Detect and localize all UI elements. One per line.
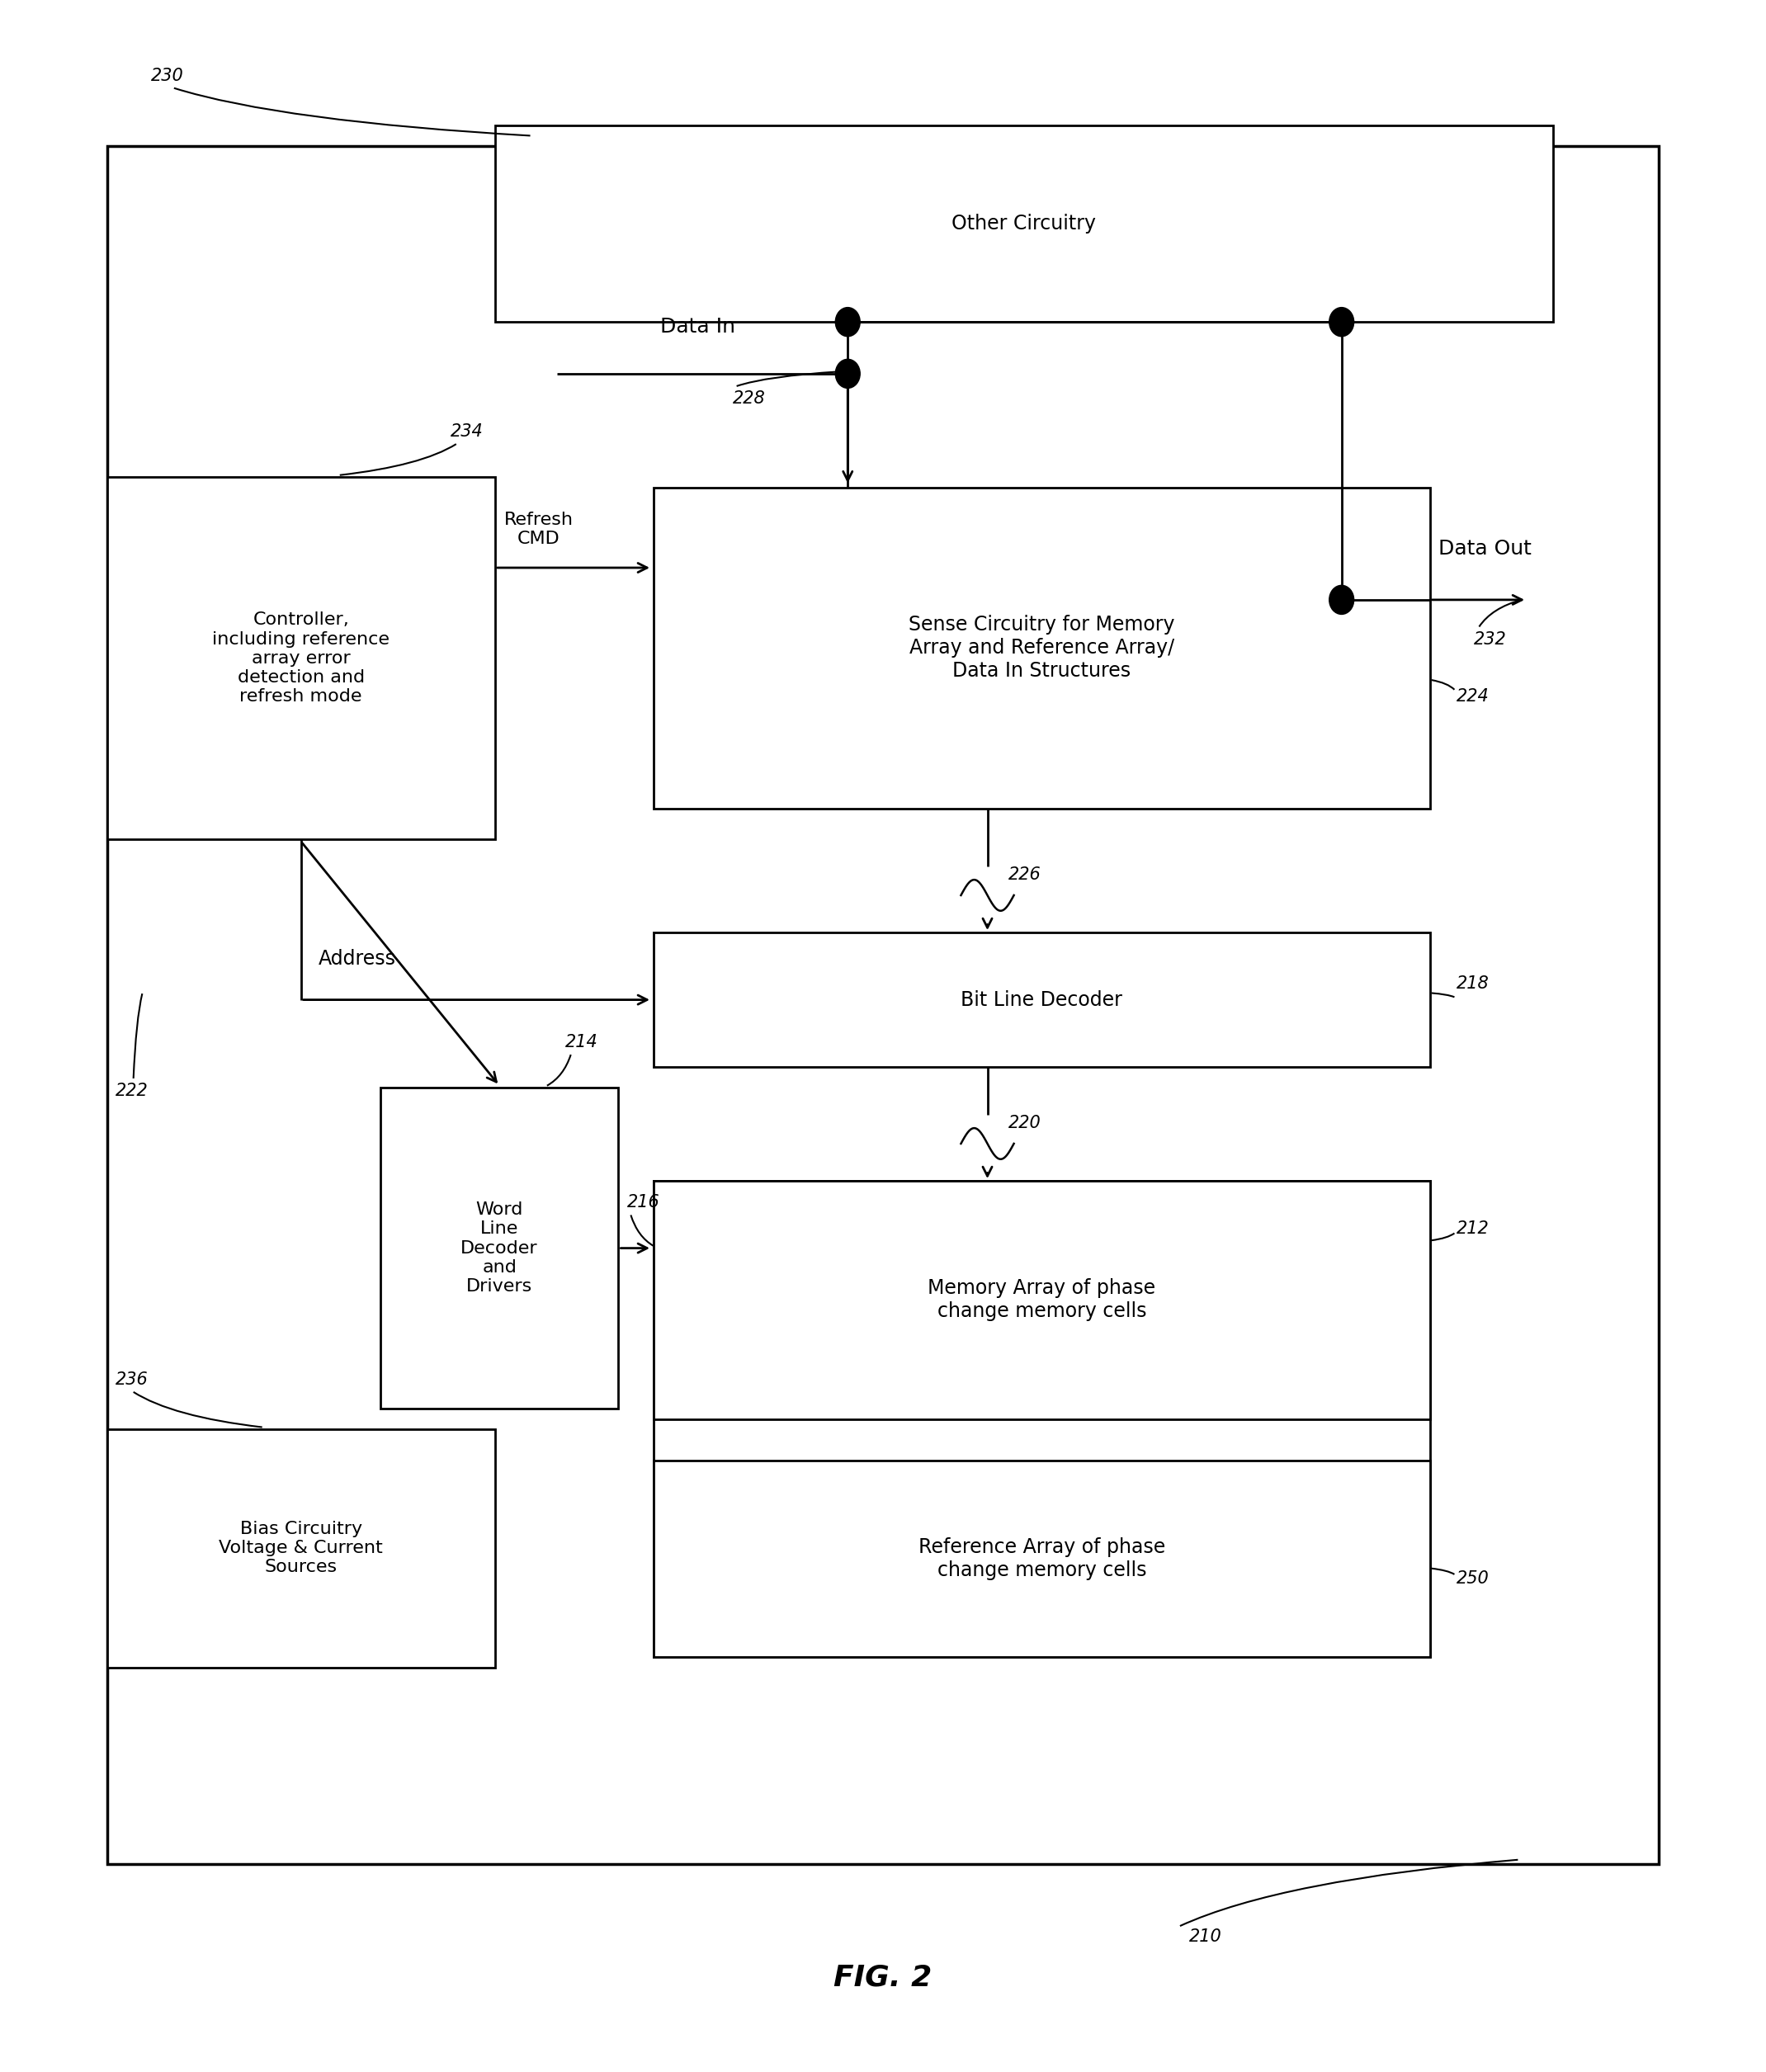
- Bar: [653, 487, 1430, 808]
- Bar: [108, 145, 1658, 1865]
- Text: 228: 228: [733, 390, 766, 406]
- Text: Memory Array of phase
change memory cells: Memory Array of phase change memory cell…: [927, 1278, 1155, 1322]
- Bar: [653, 1181, 1430, 1419]
- Bar: [653, 1461, 1430, 1658]
- Text: 224: 224: [1457, 688, 1489, 704]
- Circle shape: [1330, 307, 1355, 336]
- Bar: [108, 477, 494, 839]
- Circle shape: [835, 307, 860, 336]
- Text: FIG. 2: FIG. 2: [834, 1964, 932, 1991]
- Text: Word
Line
Decoder
and
Drivers: Word Line Decoder and Drivers: [461, 1202, 539, 1295]
- Text: Refresh
CMD: Refresh CMD: [503, 512, 574, 547]
- Text: 236: 236: [117, 1372, 148, 1388]
- Text: 230: 230: [152, 68, 184, 85]
- Text: 210: 210: [1189, 1929, 1222, 1946]
- Text: 222: 222: [117, 1082, 148, 1098]
- Text: 226: 226: [1008, 866, 1042, 883]
- Circle shape: [835, 358, 860, 387]
- Text: 212: 212: [1457, 1220, 1489, 1237]
- Bar: [653, 932, 1430, 1067]
- Bar: [494, 124, 1554, 321]
- Text: 250: 250: [1457, 1571, 1489, 1587]
- Text: 214: 214: [565, 1034, 599, 1051]
- Text: 220: 220: [1008, 1115, 1042, 1131]
- Bar: [380, 1088, 618, 1409]
- Text: 218: 218: [1457, 976, 1489, 992]
- Text: 216: 216: [627, 1193, 660, 1210]
- Text: Bias Circuitry
Voltage & Current
Sources: Bias Circuitry Voltage & Current Sources: [219, 1521, 383, 1575]
- Text: Other Circuitry: Other Circuitry: [952, 213, 1097, 234]
- Text: Reference Array of phase
change memory cells: Reference Array of phase change memory c…: [918, 1537, 1166, 1581]
- Text: 234: 234: [450, 423, 484, 439]
- Text: 232: 232: [1475, 630, 1506, 646]
- Text: Sense Circuitry for Memory
Array and Reference Array/
Data In Structures: Sense Circuitry for Memory Array and Ref…: [909, 615, 1174, 682]
- Text: Controller,
including reference
array error
detection and
refresh mode: Controller, including reference array er…: [212, 611, 390, 704]
- Text: Bit Line Decoder: Bit Line Decoder: [961, 990, 1123, 1009]
- Bar: [653, 1181, 1430, 1658]
- Text: Data Out: Data Out: [1439, 539, 1531, 559]
- Text: Data In: Data In: [660, 317, 735, 336]
- Bar: [108, 1430, 494, 1668]
- Text: Address: Address: [318, 949, 396, 970]
- Circle shape: [1330, 584, 1355, 613]
